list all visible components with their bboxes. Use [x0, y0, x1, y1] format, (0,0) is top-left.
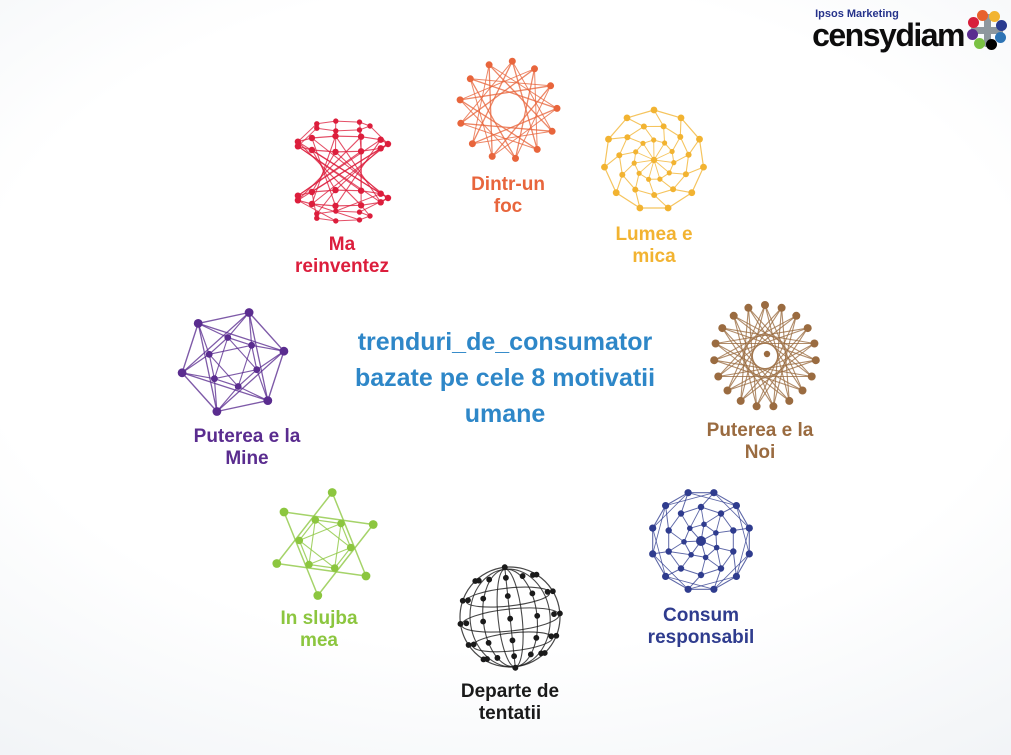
- network-graphic-consum-responsabil: [649, 489, 753, 593]
- motivation-label-puterea-e-la-mine: Puterea e la Mine: [194, 426, 301, 470]
- motivation-lumea-e-mica: Lumea e mica: [574, 98, 734, 268]
- motivation-dintr-un-foc: Dintr-un foc: [428, 48, 588, 218]
- motivation-consum-responsabil: Consum responsabil: [621, 479, 781, 649]
- label-line: Noi: [744, 442, 776, 463]
- network-graphic-puterea-e-la-noi: [710, 301, 820, 411]
- page-title: trenduri_de_consumator bazate pe cele 8 …: [305, 324, 705, 432]
- label-line: foc: [493, 196, 523, 217]
- motivation-puterea-e-la-mine: Puterea e la Mine: [153, 300, 313, 470]
- label-line: Dintr-un: [471, 174, 545, 195]
- label-line: mica: [632, 246, 676, 267]
- motivation-label-puterea-e-la-noi: Puterea e la Noi: [707, 420, 814, 464]
- motivation-puterea-e-la-noi: Puterea e la Noi: [685, 294, 845, 464]
- motivation-label-in-slujba-mea: In slujba mea: [280, 608, 357, 652]
- motivation-ma-reinventez: Ma reinventez: [262, 108, 422, 278]
- label-line: Puterea e la: [706, 420, 814, 441]
- label-line: Mine: [225, 448, 269, 469]
- title-line-3: umane: [464, 400, 546, 428]
- label-line: Lumea e: [615, 224, 693, 245]
- network-graphic-in-slujba-mea: [272, 488, 378, 600]
- label-line: Departe de: [460, 681, 560, 702]
- motivation-departe-de-tentatii: Departe de tentatii: [430, 555, 590, 725]
- motivation-label-dintr-un-foc: Dintr-un foc: [471, 174, 545, 218]
- censydiam-flower-icon: [967, 8, 1007, 52]
- label-line: mea: [299, 630, 338, 651]
- network-graphic-lumea-e-mica: [601, 106, 707, 212]
- network-graphic-puterea-e-la-mine: [177, 308, 289, 416]
- label-line: Consum: [663, 605, 739, 626]
- title-line-2: bazate pe cele 8 motivatii: [354, 364, 656, 392]
- logo-text-block: Ipsos Marketing censydiam: [812, 6, 965, 53]
- logo-censydiam-label: censydiam: [812, 17, 965, 53]
- label-line: In slujba: [280, 608, 358, 629]
- label-line: reinventez: [295, 256, 389, 277]
- label-line: responsabil: [647, 627, 755, 648]
- motivation-label-departe-de-tentatii: Departe de tentatii: [461, 681, 559, 725]
- logo-ipsos-marketing-label: Ipsos Marketing: [815, 8, 899, 20]
- title-line-1: trenduri_de_consumator: [357, 328, 653, 356]
- motivation-label-lumea-e-mica: Lumea e mica: [615, 224, 692, 268]
- label-line: Ma: [328, 234, 356, 255]
- motivation-in-slujba-mea: In slujba mea: [245, 482, 405, 652]
- label-line: tentatii: [478, 703, 542, 724]
- network-graphic-ma-reinventez: [294, 118, 392, 224]
- censydiam-logo: Ipsos Marketing censydiam: [812, 6, 1007, 52]
- network-graphic-departe-de-tentatii: [457, 564, 563, 671]
- motivation-label-ma-reinventez: Ma reinventez: [295, 234, 389, 278]
- motivation-label-consum-responsabil: Consum responsabil: [648, 605, 755, 649]
- label-line: Puterea e la: [193, 426, 301, 447]
- network-graphic-dintr-un-foc: [456, 57, 561, 162]
